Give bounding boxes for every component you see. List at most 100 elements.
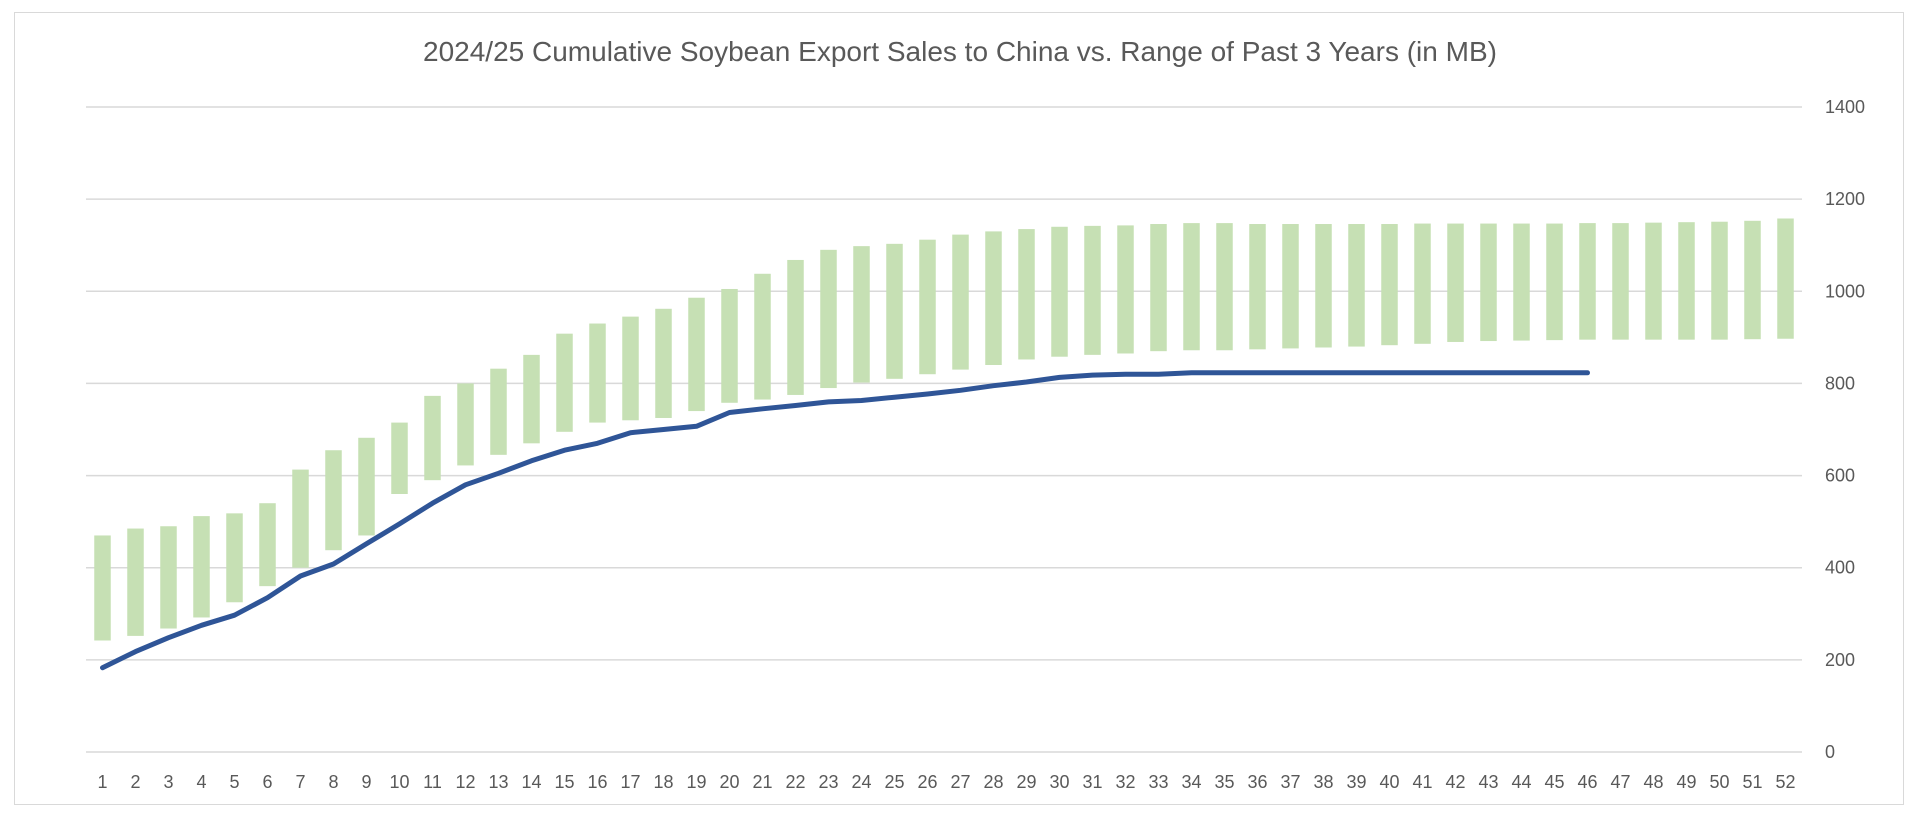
chart-title: 2024/25 Cumulative Soybean Export Sales … — [423, 36, 1497, 67]
x-tick-label: 4 — [196, 772, 206, 792]
range-bar — [1282, 224, 1299, 349]
x-tick-label: 19 — [686, 772, 706, 792]
x-tick-label: 21 — [752, 772, 772, 792]
range-bar — [589, 323, 606, 423]
x-tick-label: 14 — [521, 772, 541, 792]
x-tick-label: 46 — [1577, 772, 1597, 792]
y-tick-label: 400 — [1825, 558, 1855, 578]
x-tick-label: 7 — [295, 772, 305, 792]
range-bar — [1480, 223, 1497, 342]
range-bar — [820, 249, 837, 389]
range-bar — [1678, 222, 1695, 340]
range-bar — [985, 231, 1002, 365]
range-bar — [1348, 224, 1365, 347]
range-bar — [523, 354, 540, 444]
range-bar — [1381, 224, 1398, 346]
x-tick-label: 44 — [1511, 772, 1531, 792]
x-tick-label: 2 — [130, 772, 140, 792]
range-bar — [1645, 222, 1662, 340]
y-tick-label: 1400 — [1825, 97, 1865, 117]
x-tick-label: 11 — [423, 772, 442, 792]
range-bar — [1513, 223, 1530, 341]
x-tick-label: 15 — [554, 772, 574, 792]
x-tick-label: 10 — [389, 772, 409, 792]
range-bar — [391, 422, 408, 494]
x-tick-label: 1 — [97, 772, 107, 792]
x-tick-label: 26 — [917, 772, 937, 792]
gridlines — [86, 106, 1802, 753]
range-bar — [655, 308, 672, 418]
range-bar — [688, 297, 705, 412]
range-bar — [1150, 224, 1167, 352]
range-bar — [1612, 223, 1629, 340]
x-tick-label: 47 — [1610, 772, 1630, 792]
range-bar — [1777, 218, 1794, 339]
range-bar — [424, 395, 441, 481]
range-bar — [94, 535, 111, 641]
chart-frame — [14, 12, 1904, 805]
range-bar — [1051, 226, 1068, 357]
range-bar — [1447, 223, 1464, 342]
x-tick-label: 6 — [262, 772, 272, 792]
x-tick-label: 49 — [1676, 772, 1696, 792]
x-tick-label: 20 — [719, 772, 739, 792]
range-bar — [919, 239, 936, 375]
x-tick-label: 24 — [851, 772, 871, 792]
x-tick-label: 50 — [1709, 772, 1729, 792]
x-tick-label: 12 — [455, 772, 475, 792]
range-bar — [1711, 221, 1728, 340]
y-axis-ticks: 0 200 400 600 800 1000 1200 1400 — [1825, 97, 1865, 762]
x-tick-label: 29 — [1016, 772, 1036, 792]
range-bar — [259, 503, 276, 587]
x-tick-label: 35 — [1214, 772, 1234, 792]
x-tick-label: 17 — [620, 772, 640, 792]
x-tick-label: 23 — [818, 772, 838, 792]
x-tick-label: 32 — [1115, 772, 1135, 792]
x-tick-label: 48 — [1643, 772, 1663, 792]
range-bar — [325, 450, 342, 551]
range-bar — [1117, 225, 1134, 354]
x-tick-label: 43 — [1478, 772, 1498, 792]
x-tick-label: 16 — [587, 772, 607, 792]
range-bar — [490, 368, 507, 455]
range-bar — [1579, 223, 1596, 340]
x-tick-label: 30 — [1049, 772, 1069, 792]
range-bar — [1315, 224, 1332, 348]
range-bar — [1744, 220, 1761, 340]
y-tick-label: 600 — [1825, 466, 1855, 486]
range-bar — [556, 333, 573, 432]
range-bar — [1414, 223, 1431, 344]
range-bar — [754, 273, 771, 400]
cumulative-line — [100, 370, 1590, 671]
x-tick-label: 13 — [488, 772, 508, 792]
range-bar — [127, 528, 144, 636]
x-tick-label: 34 — [1181, 772, 1201, 792]
x-tick-label: 33 — [1148, 772, 1168, 792]
x-tick-label: 36 — [1247, 772, 1267, 792]
range-bar — [1018, 229, 1035, 360]
range-bar — [226, 513, 243, 603]
x-tick-label: 39 — [1346, 772, 1366, 792]
x-tick-label: 5 — [229, 772, 239, 792]
x-tick-label: 18 — [653, 772, 673, 792]
x-tick-label: 40 — [1379, 772, 1399, 792]
range-bar — [886, 243, 903, 379]
range-bar — [193, 516, 210, 618]
range-bar — [1183, 223, 1200, 351]
x-tick-label: 3 — [163, 772, 173, 792]
range-bar — [1216, 223, 1233, 351]
range-bar — [787, 259, 804, 395]
range-bars — [94, 218, 1794, 641]
y-tick-label: 0 — [1825, 742, 1835, 762]
x-tick-label: 9 — [361, 772, 371, 792]
range-bar — [721, 288, 738, 403]
x-tick-label: 51 — [1742, 772, 1762, 792]
x-tick-label: 28 — [983, 772, 1003, 792]
x-tick-label: 38 — [1313, 772, 1333, 792]
range-bar — [622, 316, 639, 421]
range-bar — [292, 469, 309, 568]
x-tick-label: 31 — [1082, 772, 1102, 792]
x-tick-label: 41 — [1412, 772, 1432, 792]
x-tick-label: 37 — [1280, 772, 1300, 792]
